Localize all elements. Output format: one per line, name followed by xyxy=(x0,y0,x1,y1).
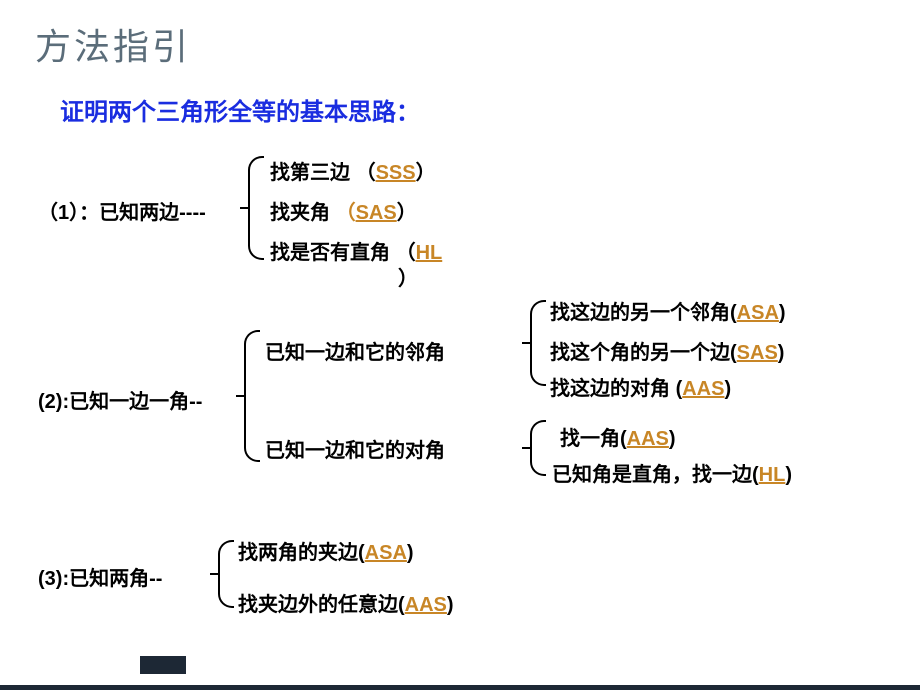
paren-close: ) xyxy=(785,464,792,486)
prefix-text: 找这边的对角 xyxy=(550,378,676,400)
group2-mid-1: 已知一边和它的对角 xyxy=(265,434,445,463)
method-hl[interactable]: HL xyxy=(416,242,443,264)
method-aas[interactable]: AAS xyxy=(627,428,669,450)
prefix-text: 找夹角 xyxy=(270,202,336,224)
paren-open: ( xyxy=(730,302,737,324)
paren-close: ) xyxy=(407,542,414,564)
group3-item-1: 找夹边外的任意边(AAS) xyxy=(238,588,454,617)
prefix-text: 找两角的夹边 xyxy=(238,542,358,564)
group1-item-1: 找夹角 （SAS） xyxy=(270,196,417,225)
prefix-text: 找这边的另一个邻角 xyxy=(550,302,730,324)
group2-sub1-0: 找这边的另一个邻角(ASA) xyxy=(550,296,786,325)
paren-close: ) xyxy=(778,342,785,364)
paren-open: ( xyxy=(730,342,737,364)
method-asa[interactable]: ASA xyxy=(737,302,779,324)
method-sss[interactable]: SSS xyxy=(376,162,416,184)
method-sas[interactable]: SAS xyxy=(737,342,778,364)
group2-sub1-1: 找这个角的另一个边(SAS) xyxy=(550,336,784,365)
paren-open: ( xyxy=(358,542,365,564)
method-asa[interactable]: ASA xyxy=(365,542,407,564)
group1-item-0: 找第三边 （SSS） xyxy=(270,156,436,185)
paren-open: ( xyxy=(398,594,405,616)
brace-icon xyxy=(244,330,260,462)
group2-sub2-0: 找一角(AAS) xyxy=(560,422,676,451)
paren-close: ) xyxy=(724,378,731,400)
slide-title: 方法指引 xyxy=(35,18,191,70)
prefix-text: 找夹边外的任意边 xyxy=(238,594,398,616)
paren-open: （ xyxy=(356,162,376,184)
paren-open: （ xyxy=(396,242,416,264)
group3-item-0: 找两角的夹边(ASA) xyxy=(238,536,414,565)
prefix-text: 已知角是直角，找一边 xyxy=(552,464,752,486)
brace-icon xyxy=(530,300,546,386)
paren-open: ( xyxy=(752,464,759,486)
paren-close: ) xyxy=(669,428,676,450)
prefix-text: 找这个角的另一个边 xyxy=(550,342,730,364)
group2-sub1-2: 找这边的对角 (AAS) xyxy=(550,372,731,401)
brace-icon xyxy=(218,540,234,608)
paren-close: ） xyxy=(416,162,436,184)
method-sas[interactable]: SAS xyxy=(356,202,397,224)
paren-close: ) xyxy=(779,302,786,324)
group1-root: （1）：已知两边---- xyxy=(38,196,206,225)
group3-root: (3):已知两角-- xyxy=(38,562,162,591)
paren-open: （ xyxy=(336,202,356,224)
slide-subtitle: 证明两个三角形全等的基本思路： xyxy=(60,92,420,127)
group1-hl-tail: ） xyxy=(398,262,418,291)
group1-item-2: 找是否有直角 （HL xyxy=(270,236,442,265)
prefix-text: 找一角 xyxy=(560,428,620,450)
method-aas[interactable]: AAS xyxy=(682,378,724,400)
brace-icon xyxy=(248,156,264,260)
method-aas[interactable]: AAS xyxy=(405,594,447,616)
page-indicator xyxy=(140,656,186,674)
group2-mid-0: 已知一边和它的邻角 xyxy=(265,336,445,365)
bottom-border xyxy=(0,685,920,690)
prefix-text: 找第三边 xyxy=(270,162,356,184)
paren-close: ） xyxy=(397,202,417,224)
paren-close: ) xyxy=(447,594,454,616)
brace-icon xyxy=(530,420,546,476)
prefix-text: 找是否有直角 xyxy=(270,242,396,264)
group2-sub2-1: 已知角是直角，找一边(HL) xyxy=(552,458,792,487)
group2-root: (2):已知一边一角-- xyxy=(38,385,202,414)
paren-open: ( xyxy=(620,428,627,450)
method-hl[interactable]: HL xyxy=(759,464,786,486)
